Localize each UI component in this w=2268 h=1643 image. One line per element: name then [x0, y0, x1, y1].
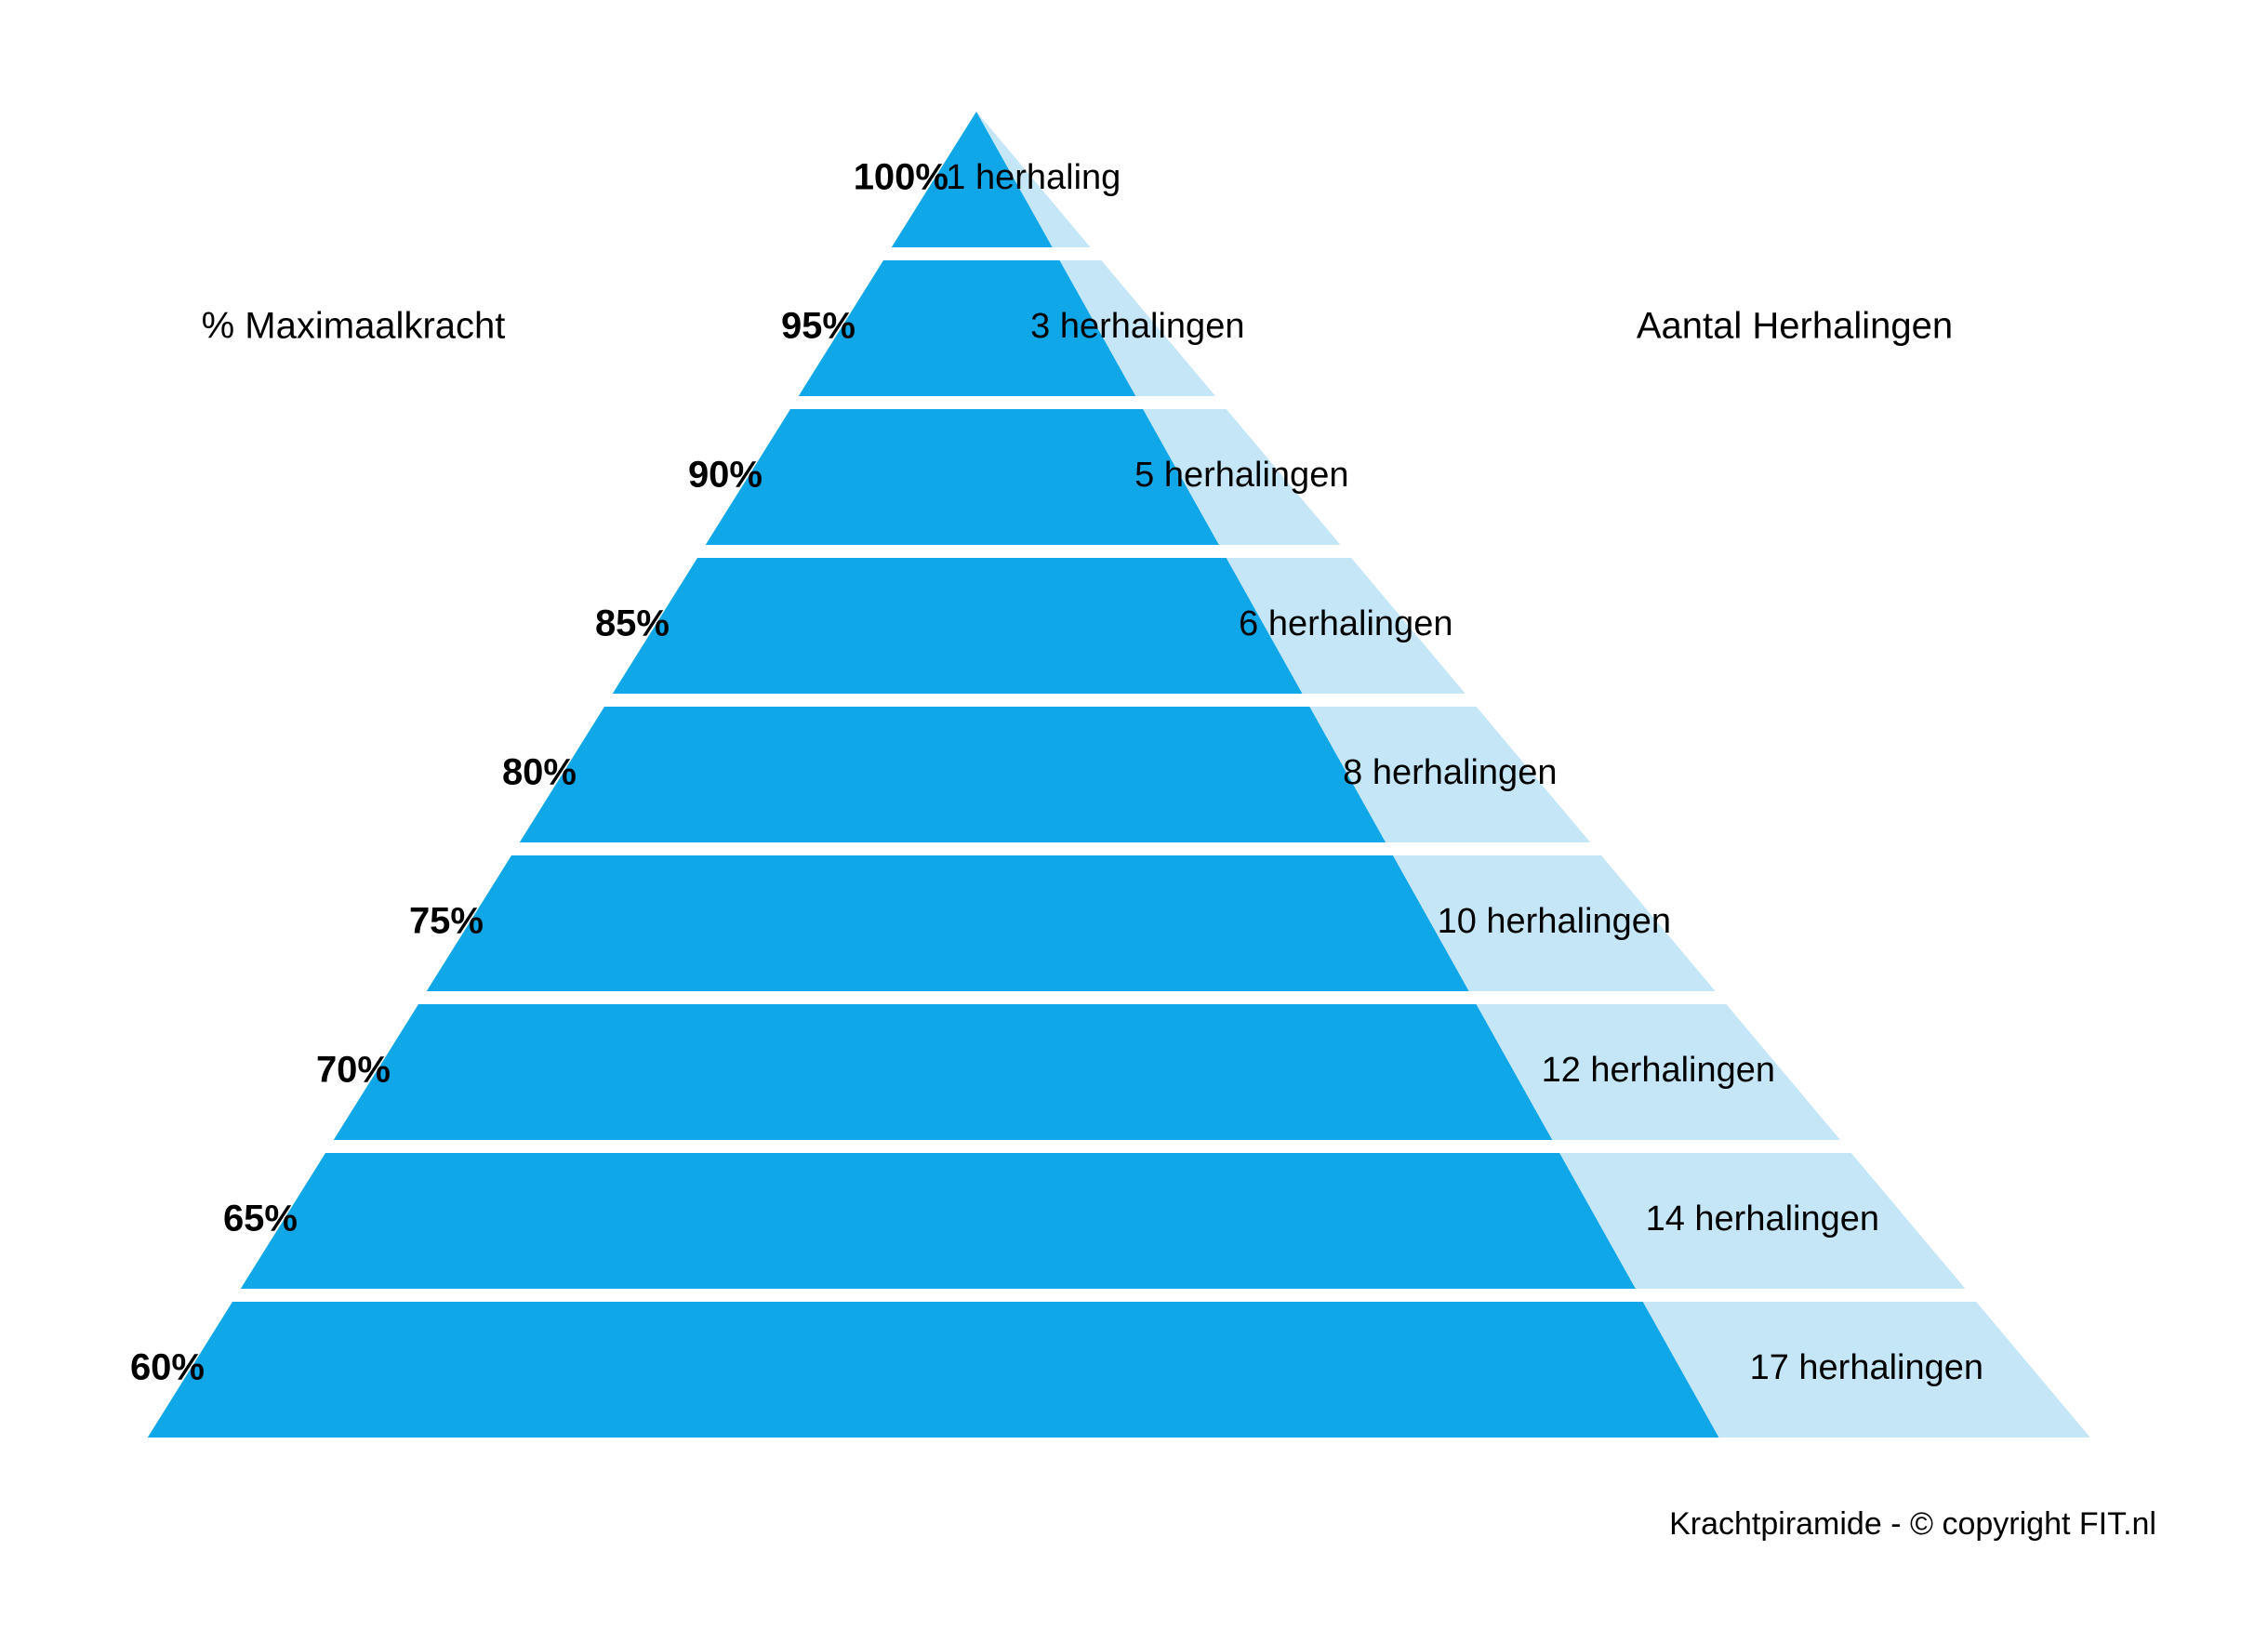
tier-left-4 — [520, 707, 1386, 842]
tier-left-8 — [148, 1302, 1719, 1438]
tier-pct-6: 70% — [316, 1050, 391, 1091]
tier-left-5 — [427, 855, 1469, 991]
tier-left-3 — [613, 558, 1303, 694]
credit-text: Krachtpiramide - © copyright FIT.nl — [1669, 1506, 2156, 1542]
tier-rep-1: 3 herhalingen — [1030, 307, 1244, 346]
tier-pct-4: 80% — [502, 752, 577, 793]
tier-rep-2: 5 herhalingen — [1134, 456, 1348, 495]
tier-pct-3: 85% — [595, 603, 670, 644]
tier-rep-6: 12 herhalingen — [1542, 1051, 1775, 1090]
tier-pct-5: 75% — [409, 901, 484, 942]
pyramid-infographic: 100%1 herhaling 95% 3 herhalingen 90% 5 herh… — [0, 0, 2268, 1643]
tier-pct-7: 65% — [223, 1199, 298, 1239]
pyramid-svg: 100%1 herhaling 95% 3 herhalingen 90% 5 herh… — [0, 0, 2268, 1643]
tier-pct-8: 60% — [130, 1347, 205, 1388]
tier-left-7 — [241, 1153, 1636, 1289]
tier-rep-0: 1 herhaling — [946, 158, 1121, 197]
tier-rep-5: 10 herhalingen — [1438, 902, 1671, 941]
right-axis-label: Aantal Herhalingen — [1637, 306, 1953, 347]
tier-rep-3: 6 herhalingen — [1239, 604, 1452, 643]
tier-rep-8: 17 herhalingen — [1750, 1348, 1983, 1387]
tier-pct-0: 100% — [854, 157, 948, 198]
tier-rep-7: 14 herhalingen — [1646, 1199, 1879, 1239]
left-axis-label: % Maximaalkracht — [202, 306, 506, 347]
tier-pct-2: 90% — [688, 455, 763, 496]
tier-pct-1: 95% — [781, 306, 855, 347]
tier-left-6 — [334, 1004, 1553, 1140]
tier-rep-4: 8 herhalingen — [1343, 753, 1557, 792]
